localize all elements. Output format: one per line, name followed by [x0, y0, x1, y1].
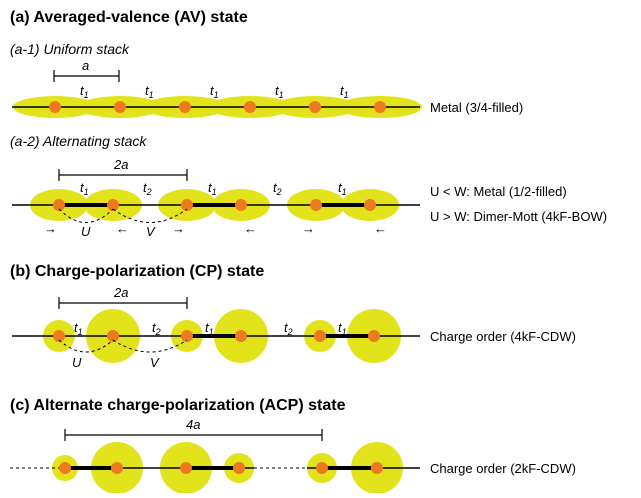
- a1-result-label: Metal (3/4-filled): [430, 100, 523, 115]
- a2-result-1: U < W: Metal (1/2-filled): [430, 184, 567, 199]
- molecule-site: [364, 199, 376, 211]
- molecule-site: [235, 330, 247, 342]
- svg-text:→: →: [302, 221, 315, 236]
- molecule-site: [53, 330, 65, 342]
- svg-text:←: ←: [116, 221, 129, 236]
- molecule-site: [316, 462, 328, 474]
- section-a-title: (a) Averaged-valence (AV) state: [10, 9, 248, 26]
- svg-text:t1: t1: [80, 83, 89, 100]
- a2-result-2: U > W: Dimer-Mott (4kF-BOW): [430, 209, 607, 224]
- a2-length-label: 2a: [113, 157, 128, 172]
- molecule-site: [53, 199, 65, 211]
- a1-hopping-labels: t1 t1 t1 t1 t1: [80, 83, 349, 100]
- b-U-label: U: [72, 355, 82, 370]
- a2-hopping-labels: t1 t2 t1 t2 t1: [80, 180, 347, 197]
- molecule-site: [371, 462, 383, 474]
- a2-subtitle: (a-2) Alternating stack: [10, 133, 147, 149]
- molecule-site: [181, 199, 193, 211]
- molecule-site: [368, 330, 380, 342]
- molecule-site: [314, 330, 326, 342]
- a1-length-label: a: [82, 58, 89, 73]
- svg-text:←: ←: [244, 221, 257, 236]
- a2-displacement-arrows: → ← → ← → ←: [44, 221, 387, 236]
- c-alternate-charge-polarized-stack: [10, 442, 420, 494]
- molecule-site: [107, 330, 119, 342]
- svg-text:t1: t1: [275, 83, 284, 100]
- svg-text:t1: t1: [80, 180, 89, 197]
- svg-text:→: →: [172, 221, 185, 236]
- svg-text:←: ←: [374, 221, 387, 236]
- svg-text:→: →: [44, 221, 57, 236]
- a1-uniform-stack: [12, 96, 422, 118]
- svg-text:t1: t1: [340, 83, 349, 100]
- a2-alternating-stack: [12, 189, 420, 223]
- b-charge-polarized-stack: [12, 309, 420, 363]
- a2-lattice-length-bar: [58, 169, 188, 181]
- svg-text:t2: t2: [143, 180, 152, 197]
- molecule-site: [310, 199, 322, 211]
- b-hopping-labels: t1 t2 t1 t2 t1: [74, 320, 347, 337]
- svg-text:t2: t2: [273, 180, 282, 197]
- a1-subtitle: (a-1) Uniform stack: [10, 41, 130, 57]
- molecule-site: [180, 462, 192, 474]
- a2-U-label: U: [81, 224, 91, 239]
- interaction-arc-V: [112, 339, 188, 353]
- interaction-arc-U: [58, 208, 114, 223]
- b-result-label: Charge order (4kF-CDW): [430, 329, 576, 344]
- svg-text:t2: t2: [284, 320, 293, 337]
- svg-text:t1: t1: [210, 83, 219, 100]
- c-lattice-length-bar: [64, 429, 323, 441]
- molecule-site: [244, 101, 256, 113]
- molecule-site: [107, 199, 119, 211]
- molecule-site: [59, 462, 71, 474]
- a2-V-label: V: [146, 224, 156, 239]
- molecule-site: [309, 101, 321, 113]
- molecule-site: [181, 330, 193, 342]
- molecule-site: [49, 101, 61, 113]
- a1-lattice-length-bar: [53, 70, 120, 82]
- interaction-arc-U: [58, 339, 114, 353]
- b-V-label: V: [150, 355, 160, 370]
- molecule-site: [111, 462, 123, 474]
- b-length-label: 2a: [113, 285, 128, 300]
- molecule-site: [235, 199, 247, 211]
- svg-text:t1: t1: [338, 320, 347, 337]
- svg-text:t1: t1: [205, 320, 214, 337]
- svg-text:t1: t1: [338, 180, 347, 197]
- interaction-arc-V: [112, 208, 188, 223]
- c-result-label: Charge order (2kF-CDW): [430, 461, 576, 476]
- section-c-title: (c) Alternate charge-polarization (ACP) …: [10, 397, 346, 414]
- c-length-label: 4a: [186, 417, 200, 432]
- section-b-title: (b) Charge-polarization (CP) state: [10, 263, 264, 280]
- molecule-site: [179, 101, 191, 113]
- molecule-site: [374, 101, 386, 113]
- b-lattice-length-bar: [58, 297, 188, 309]
- molecule-site: [114, 101, 126, 113]
- svg-text:t1: t1: [74, 320, 83, 337]
- svg-text:t1: t1: [145, 83, 154, 100]
- svg-text:t1: t1: [208, 180, 217, 197]
- svg-text:t2: t2: [152, 320, 161, 337]
- molecule-site: [233, 462, 245, 474]
